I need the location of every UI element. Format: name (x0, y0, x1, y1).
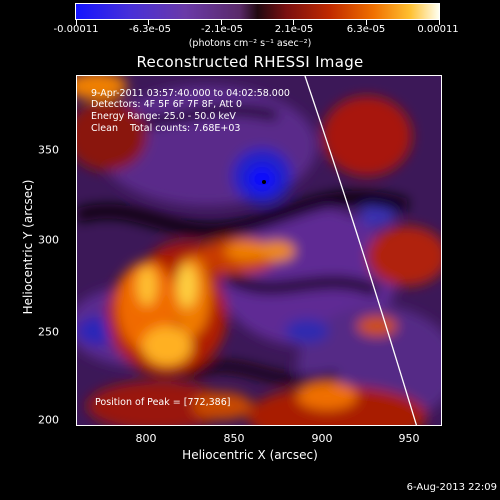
detectors-label: Detectors: 4F 5F 6F 7F 8F, Att 0 (91, 99, 243, 110)
image-title: Reconstructed RHESSI Image (136, 53, 364, 71)
time-range-label: 9-Apr-2011 03:57:40.000 to 04:02:58.000 (91, 88, 290, 99)
x-tick-label: 850 (223, 432, 245, 445)
colorbar (75, 3, 440, 20)
x-tick-label: 950 (398, 432, 420, 445)
rhessi-image-map: 9-Apr-2011 03:57:40.000 to 04:02:58.000 … (76, 75, 442, 426)
x-tick-label: 800 (135, 432, 157, 445)
colorbar-tick (76, 20, 77, 25)
image-map-graphic (77, 76, 441, 425)
y-tick-label: 200 (38, 413, 59, 427)
x-tick-label: 900 (311, 432, 333, 445)
colorbar-tick-label: -0.00011 (53, 24, 99, 35)
colorbar-tick-label: 2.1e-05 (274, 24, 314, 35)
energy-range-label: Energy Range: 25.0 - 50.0 keV (91, 111, 236, 122)
clean-counts-label: Clean Total counts: 7.68E+03 (91, 123, 241, 134)
colorbar-units: (photons cm⁻² s⁻¹ asec⁻²) (188, 38, 312, 49)
colorbar-tick (366, 20, 367, 25)
colorbar-tick (293, 20, 294, 25)
y-tick-label: 350 (38, 143, 59, 157)
colorbar-tick-label: -6.3e-05 (129, 24, 171, 35)
y-tick-label: 300 (38, 233, 59, 247)
timestamp: 6-Aug-2013 22:09 (406, 482, 497, 493)
colorbar-tick-label: 0.00011 (417, 24, 459, 35)
y-axis-label: Heliocentric Y (arcsec) (21, 179, 35, 315)
colorbar-tick-label: 6.3e-05 (346, 24, 386, 35)
y-tick-label: 250 (38, 325, 59, 339)
colorbar-tick (439, 20, 440, 25)
colorbar-tick-label: -2.1e-05 (201, 24, 243, 35)
x-axis-label: Heliocentric X (arcsec) (182, 448, 318, 462)
colorbar-tick (148, 20, 149, 25)
colorbar-tick (221, 20, 222, 25)
peak-position-label: Position of Peak = [772,386] (95, 397, 231, 408)
